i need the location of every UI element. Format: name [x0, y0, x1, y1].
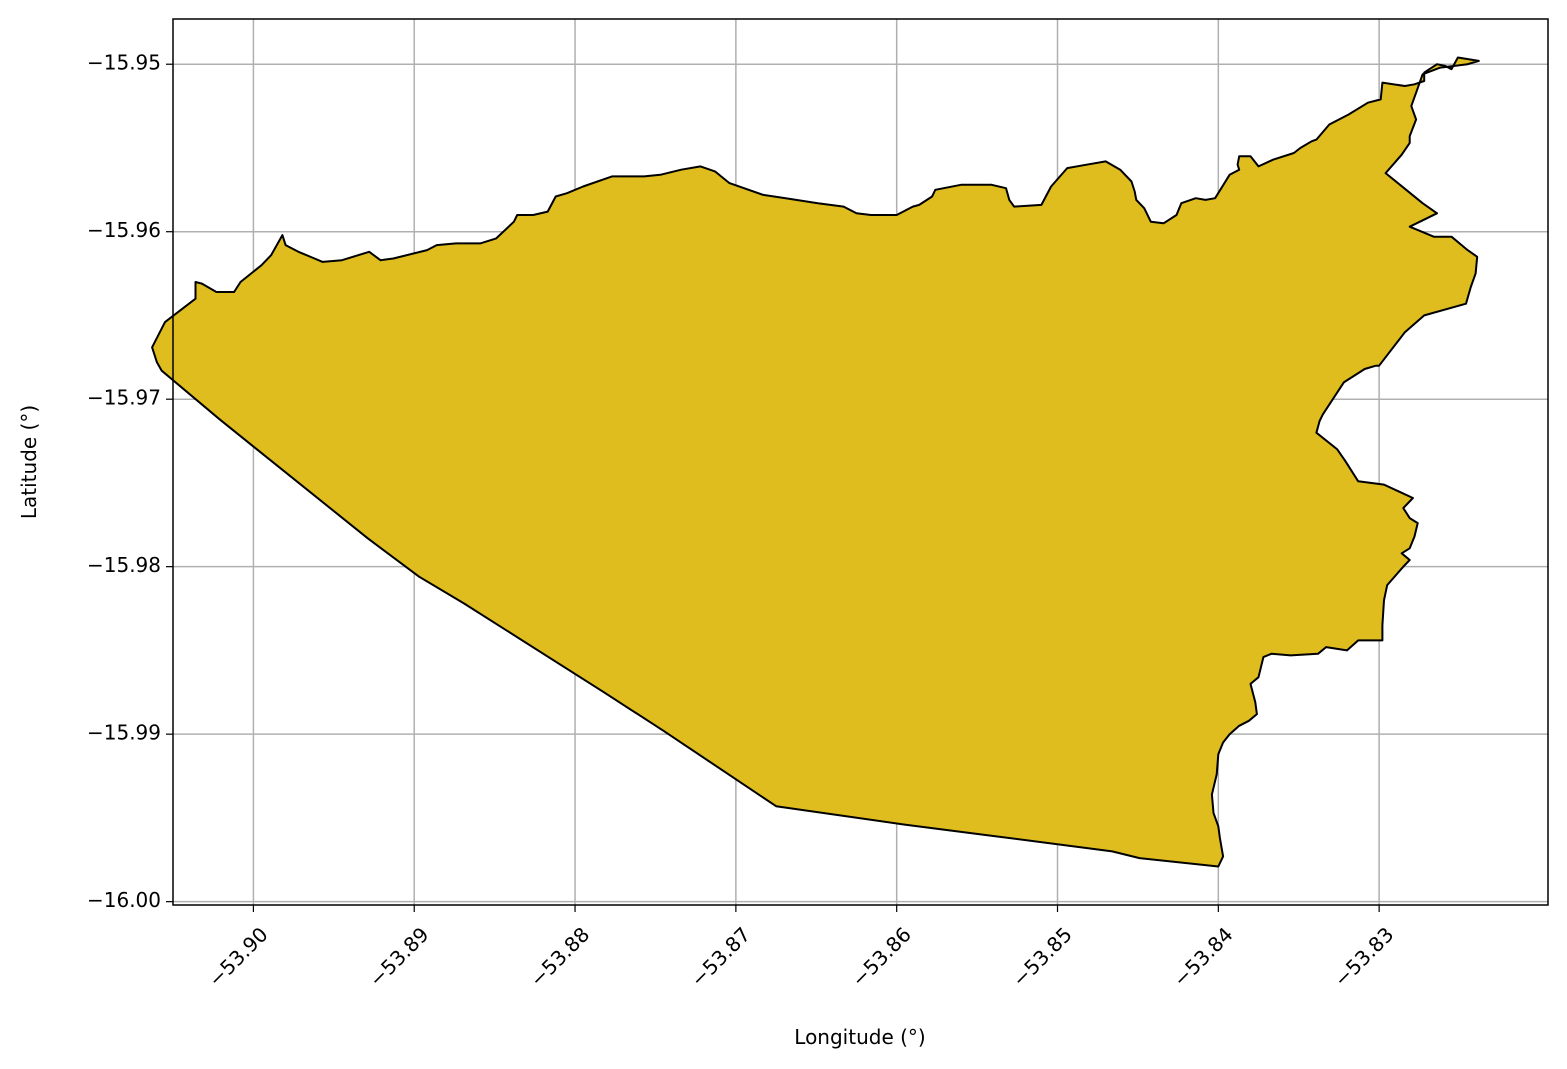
x-tick-label: −53.84	[1168, 922, 1237, 991]
y-tick-label: −15.96	[87, 218, 161, 242]
x-tick-label: −53.85	[1007, 922, 1076, 991]
x-tick-label: −53.89	[364, 922, 433, 991]
x-tick-label: −53.87	[686, 922, 755, 991]
y-axis-title: Latitude (°)	[17, 405, 41, 519]
plot-frame	[172, 18, 1549, 906]
x-tick-label: −53.90	[203, 922, 272, 991]
x-tick-label: −53.88	[525, 922, 594, 991]
x-axis-title: Longitude (°)	[794, 1025, 925, 1049]
y-tick-label: −16.00	[87, 888, 161, 912]
y-tick-label: −15.97	[87, 386, 161, 410]
x-axis-ticks: −53.90 −53.89 −53.88 −53.87 −53.86 −53.85 −53.…	[203, 905, 1398, 992]
y-tick-label: −15.95	[87, 51, 161, 75]
y-tick-label: −15.98	[87, 553, 161, 577]
y-tick-label: −15.99	[87, 721, 161, 745]
x-tick-label: −53.83	[1329, 922, 1398, 991]
region-polygon[interactable]	[151, 56, 1480, 868]
x-tick-label: −53.86	[847, 922, 916, 991]
y-axis-ticks: −15.95 −15.96 −15.97 −15.98 −15.99 −16.00	[87, 51, 173, 912]
